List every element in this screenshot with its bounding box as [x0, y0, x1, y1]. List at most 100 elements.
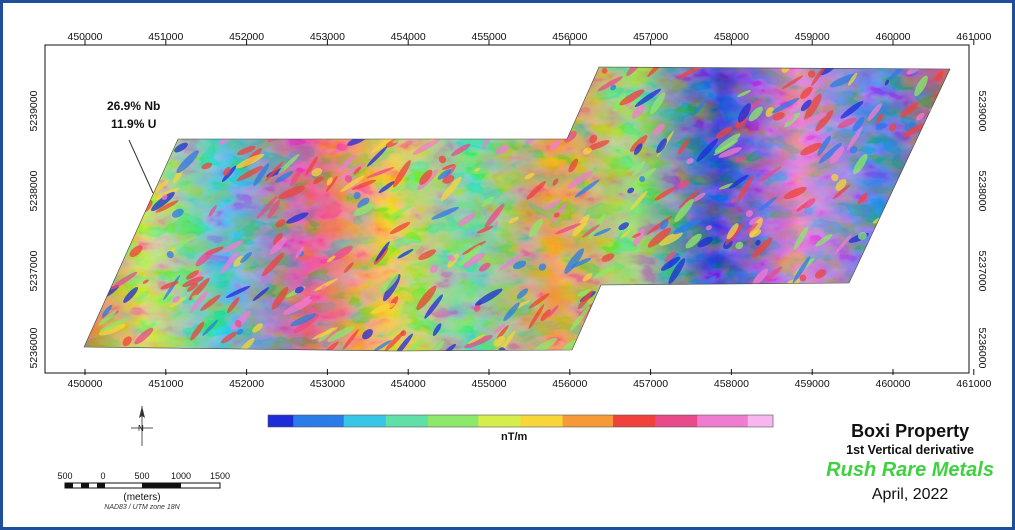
easting-tick-label-top: 454000 [390, 31, 426, 43]
northing-tick-label-left: 5239000 [28, 90, 40, 132]
colorbar-segment [335, 415, 345, 427]
easting-tick-label-top: 455000 [471, 31, 507, 43]
colorbar-segment [672, 415, 681, 427]
colorbar-segment [512, 415, 521, 427]
colorbar-segment [369, 415, 378, 427]
colorbar-segment [326, 415, 336, 427]
colorbar-segment [301, 415, 311, 427]
colorbar-segment [764, 415, 774, 427]
colorbar-segment [284, 415, 294, 427]
colorbar-segment [520, 415, 530, 427]
colorbar-segment [310, 415, 319, 427]
easting-tick-label-bottom: 461000 [956, 378, 992, 390]
map-datum: NAD83 / UTM zone 18N [104, 504, 180, 511]
colorbar-segment [705, 415, 715, 427]
colorbar-segment [537, 415, 547, 427]
easting-tick-label-top: 452000 [229, 31, 265, 43]
map-subtitle: 1st Vertical derivative [846, 443, 974, 457]
easting-tick-label-bottom: 456000 [552, 378, 588, 390]
colorbar-segment [604, 415, 614, 427]
northing-tick-label-right: 5237000 [976, 250, 988, 292]
colorbar-segment [268, 415, 277, 427]
survey-outline [83, 66, 951, 352]
colorbar-segment [486, 415, 496, 427]
north-arrow-label: N [138, 424, 144, 433]
northing-tick-label-right: 5239000 [976, 90, 988, 132]
easting-tick-label-bottom: 450000 [67, 378, 103, 390]
colorbar-segment [629, 415, 639, 427]
north-arrow-icon [131, 406, 153, 446]
easting-tick-label-bottom: 453000 [309, 378, 345, 390]
colorbar-segment [638, 415, 648, 427]
assay-annotation-u: 11.9% U [111, 117, 157, 131]
colorbar-segment [714, 415, 723, 427]
northing-tick-label-right: 5236000 [976, 327, 988, 369]
colorbar-segment [739, 415, 749, 427]
scale-label: 500 [134, 471, 150, 481]
easting-tick-label-top: 460000 [875, 31, 911, 43]
colorbar-segment [318, 415, 328, 427]
colorbar-segment [470, 415, 479, 427]
scale-bar [64, 482, 221, 489]
colorbar-segment [352, 415, 362, 427]
colorbar-segment [377, 415, 387, 427]
scale-label: 1000 [170, 471, 192, 481]
colorbar-segment [571, 415, 580, 427]
easting-tick-label-bottom: 460000 [875, 378, 911, 390]
colorbar-segment [293, 415, 303, 427]
easting-tick-label-bottom: 457000 [633, 378, 669, 390]
colorbar-segment [444, 415, 454, 427]
northing-tick-label-left: 5237000 [28, 250, 40, 292]
easting-tick-label-bottom: 459000 [794, 378, 830, 390]
colorbar-segment [562, 415, 572, 427]
colorbar-segment [411, 415, 420, 427]
colorbar-segment [756, 415, 766, 427]
colorbar-segment [419, 415, 429, 427]
colorbar-segment [276, 415, 286, 427]
colorbar-segment [596, 415, 606, 427]
colorbar-segment [495, 415, 505, 427]
easting-tick-label-bottom: 454000 [390, 378, 426, 390]
easting-tick-label-top: 451000 [148, 31, 184, 43]
colorbar-segment [478, 415, 488, 427]
colorbar-segment [503, 415, 513, 427]
colorbar-segment [343, 415, 353, 427]
scale-label: 1500 [209, 471, 231, 481]
colorbar-segment [554, 415, 564, 427]
colorbar-segment [613, 415, 622, 427]
colorbar-segment [436, 415, 446, 427]
colorbar-segment [688, 415, 698, 427]
annotation-leader [128, 139, 154, 194]
colorbar-segment [680, 415, 690, 427]
colorbar-segment [545, 415, 555, 427]
colorbar-segment [528, 415, 538, 427]
scale-bar-unit: (meters) [123, 492, 161, 503]
colorbar-segment [579, 415, 589, 427]
legend-unit: nT/m [501, 431, 528, 443]
colorbar-segment [655, 415, 665, 427]
easting-tick-label-top: 456000 [552, 31, 588, 43]
easting-tick-label-top: 450000 [67, 31, 103, 43]
title-block: Boxi Property 1st Vertical derivative Ru… [826, 421, 994, 504]
assay-annotation-nb: 26.9% Nb [107, 99, 161, 113]
easting-tick-label-top: 461000 [956, 31, 992, 43]
colorbar-segment [646, 415, 656, 427]
colorbar-segment [461, 415, 471, 427]
colorbar-segment [663, 415, 673, 427]
colorbar-segment [385, 415, 395, 427]
easting-tick-label-top: 458000 [713, 31, 749, 43]
company-name: Rush Rare Metals [826, 459, 994, 481]
northing-tick-label-left: 5236000 [28, 327, 40, 369]
scale-label: 0 [100, 471, 106, 481]
property-name: Boxi Property [851, 421, 970, 441]
easting-tick-label-bottom: 452000 [229, 378, 265, 390]
colorbar-segment [587, 415, 597, 427]
easting-tick-label-top: 457000 [633, 31, 669, 43]
colorbar-segment [453, 415, 463, 427]
northing-tick-label-left: 5238000 [28, 170, 40, 212]
colorbar-segment [621, 415, 631, 427]
colorbar-segment [730, 415, 740, 427]
colorbar-segment [722, 415, 732, 427]
legend-colorbar [267, 414, 774, 428]
survey-map [44, 39, 975, 489]
